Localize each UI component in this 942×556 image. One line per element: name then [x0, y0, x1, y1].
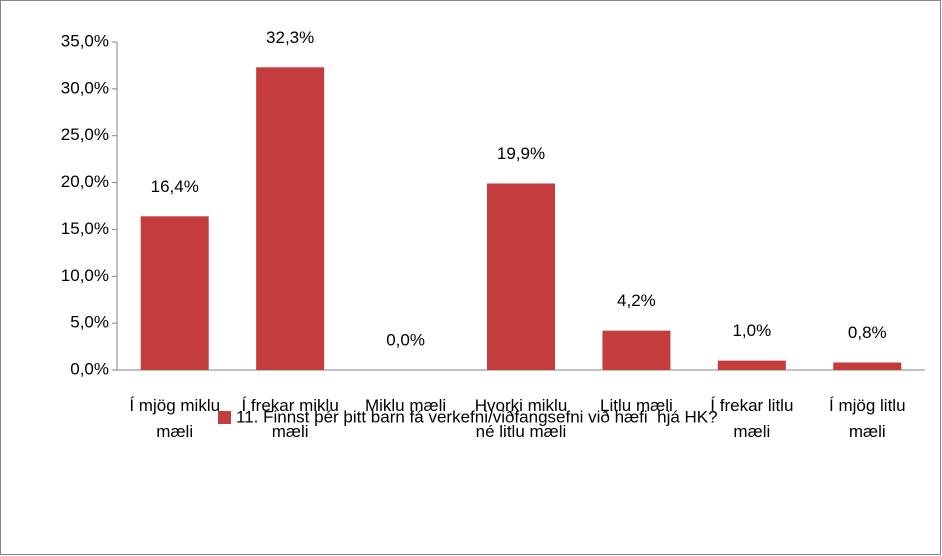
data-label: 1,0%	[732, 321, 771, 340]
x-tick-label: Í frekar litlu mæli	[710, 396, 793, 441]
label-line: Litlu mæli	[600, 396, 673, 415]
label-line: Í frekar miklu	[241, 396, 338, 415]
y-tick-label: 30,0%	[61, 78, 109, 97]
bar	[602, 330, 671, 370]
x-tick-label: Í frekar miklu mæli	[241, 396, 338, 441]
x-tick-label: Hvorki miklu né litlu mæli	[475, 396, 568, 441]
data-label: 16,4%	[151, 177, 199, 196]
label-line: Í frekar litlu	[710, 396, 793, 415]
label-line: Í mjög litlu	[829, 396, 906, 415]
label-line: Hvorki miklu	[475, 396, 568, 415]
bar	[487, 183, 555, 370]
y-tick-label: 0,0%	[70, 359, 109, 378]
label-line: mæli	[733, 422, 770, 441]
label-line: Í mjög miklu	[129, 396, 220, 415]
legend-label: 11. Finnst þér þitt barn fá verkefni/við…	[236, 407, 718, 426]
x-tick-label: Í mjög miklu mæli	[129, 396, 220, 441]
data-label: 32,3%	[266, 28, 314, 47]
label-line: mæli	[156, 422, 193, 441]
data-label: 4,2%	[617, 291, 656, 310]
y-tick-label: 20,0%	[61, 172, 109, 191]
data-label: 19,9%	[497, 144, 545, 163]
x-tick-label: Litlu mæli	[600, 396, 673, 415]
y-tick-label: 5,0%	[70, 313, 109, 332]
y-tick-label: 35,0%	[61, 31, 109, 50]
x-tick-label: Í mjög litlu mæli	[829, 396, 906, 441]
legend-swatch	[218, 411, 231, 424]
label-line: né litlu mæli	[476, 422, 567, 441]
label-line: mæli	[849, 422, 886, 441]
bar	[717, 360, 786, 370]
bar	[140, 216, 209, 370]
bar	[833, 362, 902, 370]
x-tick-label: Miklu mæli	[365, 396, 446, 415]
label-line: Miklu mæli	[365, 396, 446, 415]
data-label: 0,8%	[848, 323, 887, 342]
data-label: 0,0%	[386, 330, 425, 349]
label-line: mæli	[272, 422, 309, 441]
y-tick-label: 10,0%	[61, 266, 109, 285]
y-tick-label: 15,0%	[61, 219, 109, 238]
bar	[256, 67, 325, 370]
y-tick-label: 25,0%	[61, 125, 109, 144]
